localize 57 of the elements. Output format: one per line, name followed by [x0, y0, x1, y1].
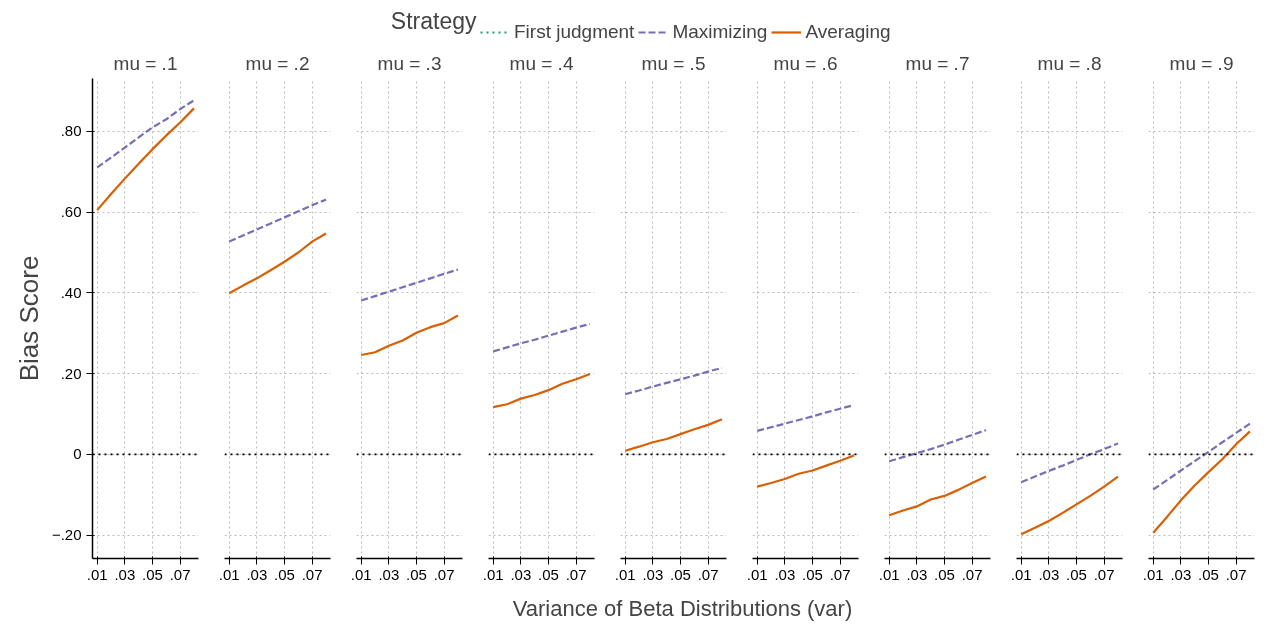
x-tick-label: .07: [1093, 565, 1115, 583]
y-tick-label: .20: [60, 364, 82, 382]
x-tick-label: .03: [1038, 565, 1060, 583]
x-tick-label: .05: [802, 565, 823, 583]
x-tick-label: .01: [1010, 565, 1032, 583]
x-tick-label: .01: [1142, 565, 1164, 583]
y-tick-label: .80: [60, 122, 82, 140]
x-tick-label: .05: [142, 565, 163, 583]
x-tick-label: .07: [829, 565, 851, 583]
legend-title: Strategy: [390, 7, 477, 34]
x-tick-label: .03: [642, 565, 664, 583]
chart-title: mu = .2: [245, 52, 310, 74]
chart-title: mu = .1: [113, 52, 178, 74]
x-tick-label: .07: [169, 565, 191, 583]
x-tick-label: .03: [378, 565, 400, 583]
x-tick-label: .03: [1170, 565, 1192, 583]
x-tick-label: .03: [246, 565, 268, 583]
chart-title: mu = .6: [773, 52, 838, 74]
chart-title: mu = .9: [1169, 52, 1234, 74]
y-tick-label: −.20: [51, 526, 82, 544]
x-tick-label: .07: [301, 565, 323, 583]
x-tick-label: .05: [670, 565, 691, 583]
x-tick-label: .07: [961, 565, 983, 583]
x-tick-label: .01: [482, 565, 504, 583]
chart-title: mu = .7: [905, 52, 970, 74]
x-tick-label: .03: [774, 565, 796, 583]
legend-label: First judgment: [514, 21, 635, 43]
x-tick-label: .01: [86, 565, 108, 583]
x-tick-label: .01: [746, 565, 768, 583]
x-tick-label: .03: [510, 565, 532, 583]
x-tick-label: .07: [565, 565, 587, 583]
x-tick-label: .07: [1225, 565, 1247, 583]
x-tick-label: .05: [538, 565, 559, 583]
x-tick-label: .05: [1066, 565, 1087, 583]
x-tick-label: .03: [114, 565, 136, 583]
x-tick-label: .01: [878, 565, 900, 583]
x-tick-label: .05: [934, 565, 955, 583]
x-tick-label: .05: [406, 565, 427, 583]
legend-label: Averaging: [805, 21, 891, 43]
x-tick-label: .01: [350, 565, 372, 583]
x-axis-title: Variance of Beta Distributions (var): [512, 596, 853, 621]
chart-title: mu = .5: [641, 52, 706, 74]
legend-label: Maximizing: [672, 21, 768, 43]
y-axis-title: Bias Score: [13, 255, 44, 382]
x-tick-label: .07: [697, 565, 719, 583]
chart-title: mu = .3: [377, 52, 442, 74]
y-tick-label: .40: [60, 283, 82, 301]
x-tick-label: .05: [274, 565, 295, 583]
x-tick-label: .07: [433, 565, 455, 583]
chart-title: mu = .4: [509, 52, 574, 74]
y-tick-label: .60: [60, 203, 82, 221]
x-tick-label: .03: [906, 565, 928, 583]
chart-title: mu = .8: [1037, 52, 1102, 74]
x-tick-label: .01: [218, 565, 240, 583]
y-tick-label: 0: [73, 445, 82, 463]
x-tick-label: .05: [1198, 565, 1219, 583]
x-tick-label: .01: [614, 565, 636, 583]
